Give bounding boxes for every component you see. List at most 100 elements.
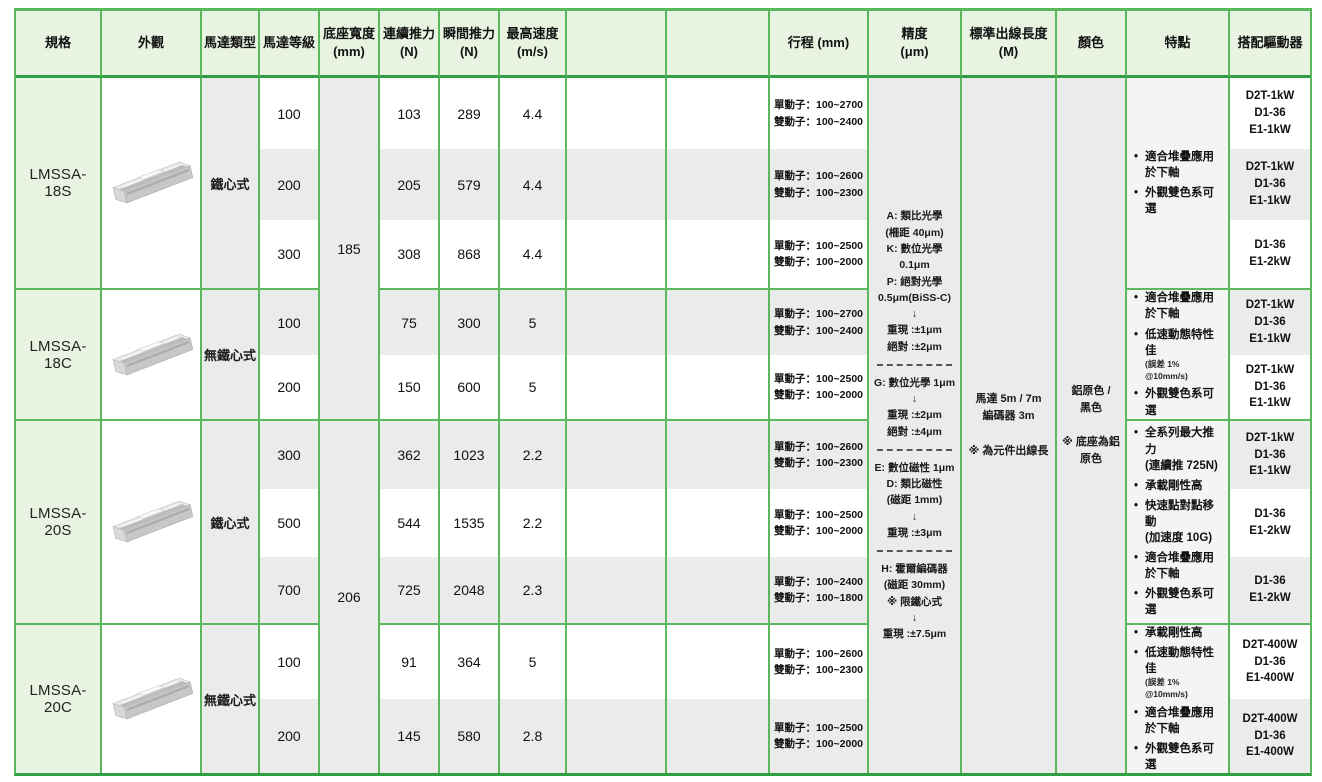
bullet-icon: • — [1134, 187, 1139, 199]
empty-cell — [567, 699, 667, 773]
empty-cell — [567, 220, 667, 290]
feature-note: (誤差 1% @10mm/s) — [1145, 358, 1188, 381]
motor-type-cell: 鐵心式 — [202, 78, 260, 290]
empty-cell — [667, 78, 770, 149]
grade-cell: 100 — [260, 625, 320, 699]
continuous-thrust-cell: 91 — [380, 625, 440, 699]
grade-cell: 100 — [260, 290, 320, 355]
precision-block-digital-optical: G: 數位光學 1μm ↓ 重現 :±2μm 絕對 :±4μm — [873, 376, 956, 438]
model-cell-lmssa-20c: LMSSA-20C — [16, 625, 102, 773]
bullet-icon: • — [1134, 588, 1139, 601]
continuous-thrust-cell: 362 — [380, 421, 440, 489]
feature-item: • 適合堆疊應用於下軸 — [1134, 290, 1224, 322]
bullet-icon: • — [1134, 427, 1139, 440]
empty-cell — [567, 149, 667, 220]
peak-thrust-cell: 289 — [440, 78, 500, 149]
empty-cell — [567, 557, 667, 625]
features-cell-lmssa-18c: • 適合堆疊應用於下軸 • 低速動態特性佳 (誤差 1% @10mm/s) • 外觀雙色… — [1127, 290, 1230, 421]
empty-cell — [667, 625, 770, 699]
empty-cell — [667, 355, 770, 421]
drives-cell: D2T-1kW D1-36 E1-1kW — [1230, 421, 1310, 489]
peak-thrust-cell: 868 — [440, 220, 500, 290]
peak-thrust-cell: 579 — [440, 149, 500, 220]
feature-subline: (連續推 725N) — [1145, 459, 1218, 472]
grade-cell: 700 — [260, 557, 320, 625]
peak-thrust-cell: 300 — [440, 290, 500, 355]
product-image-lmssa-20c — [110, 675, 196, 722]
stroke-cell: 單動子：100~2700 雙動子：100~2400 — [770, 78, 869, 149]
header-col-empty-2 — [667, 11, 770, 78]
bullet-icon: • — [1134, 499, 1139, 512]
empty-cell — [667, 220, 770, 290]
bullet-icon: • — [1134, 646, 1139, 659]
color-cell: 鋁原色 / 黑色 ※ 底座為鋁 原色 — [1057, 78, 1127, 773]
stroke-cell: 單動子：100~2600 雙動子：100~2300 — [770, 149, 869, 220]
empty-cell — [567, 355, 667, 421]
peak-thrust-cell: 2048 — [440, 557, 500, 625]
spec-table: 規格 外觀 馬達類型 馬達等級 底座寬度 (mm) 連續推力 (N) 瞬間推力 … — [14, 8, 1312, 776]
header-col-drives: 搭配驅動器 — [1230, 11, 1310, 78]
grade-cell: 100 — [260, 78, 320, 149]
continuous-thrust-cell: 145 — [380, 699, 440, 773]
continuous-thrust-cell: 544 — [380, 489, 440, 557]
stroke-cell: 單動子：100~2400 雙動子：100~1800 — [770, 557, 869, 625]
cable-length-cell: 馬達 5m / 7m 編碼器 3m ※ 為元件出線長 — [962, 78, 1057, 773]
feature-item: • 外觀雙色系可選 — [1134, 386, 1224, 418]
drives-cell: D2T-400W D1-36 E1-400W — [1230, 699, 1310, 773]
header-col-appearance: 外觀 — [102, 11, 202, 78]
features-cell-lmssa-20s: • 全系列最大推力 (連續推 725N) • 承載剛性高 • 快速點對點移動 (加速度 1… — [1127, 421, 1230, 625]
empty-cell — [667, 290, 770, 355]
dashed-divider — [877, 550, 952, 553]
peak-thrust-cell: 600 — [440, 355, 500, 421]
max-speed-cell: 4.4 — [500, 78, 567, 149]
appearance-cell-lmssa-20c — [102, 625, 202, 773]
drives-cell: D2T-1kW D1-36 E1-1kW — [1230, 355, 1310, 421]
bullet-icon: • — [1134, 292, 1139, 305]
bullet-icon: • — [1134, 706, 1139, 719]
feature-item: • 適合堆疊應用於下軸 — [1134, 705, 1224, 737]
appearance-cell-lmssa-18s — [102, 78, 202, 290]
empty-cell — [567, 290, 667, 355]
empty-cell — [667, 699, 770, 773]
feature-item: • 承載剛性高 — [1134, 478, 1203, 494]
product-image-lmssa-20s — [110, 498, 196, 545]
header-col-empty-1 — [567, 11, 667, 78]
precision-block-hall: H: 霍爾編碼器 (磁距 30mm) ※ 限鐵心式 ↓ 重現 :±7.5μm — [881, 563, 948, 641]
model-cell-lmssa-18s: LMSSA-18S — [16, 78, 102, 290]
peak-thrust-cell: 1023 — [440, 421, 500, 489]
feature-item: • 承載剛性高 — [1134, 625, 1203, 641]
header-col-motor-grade: 馬達等級 — [260, 11, 320, 78]
dashed-divider — [877, 448, 952, 451]
features-cell-lmssa-18s: • 適合堆疊應用於下軸 • 外觀雙色系可選 — [1127, 78, 1230, 290]
bullet-icon: • — [1134, 388, 1139, 401]
bullet-icon: • — [1134, 626, 1139, 639]
header-col-features: 特點 — [1127, 11, 1230, 78]
bullet-icon: • — [1134, 743, 1139, 756]
peak-thrust-cell: 1535 — [440, 489, 500, 557]
max-speed-cell: 5 — [500, 290, 567, 355]
peak-thrust-cell: 364 — [440, 625, 500, 699]
bullet-icon: • — [1134, 479, 1139, 492]
grade-cell: 200 — [260, 149, 320, 220]
feature-item: • 全系列最大推力 (連續推 725N) — [1134, 425, 1224, 473]
product-image-lmssa-18s — [110, 159, 196, 206]
feature-subline: (加速度 10G) — [1145, 532, 1213, 545]
motor-type-cell: 無鐵心式 — [202, 290, 260, 421]
max-speed-cell: 5 — [500, 625, 567, 699]
drives-cell: D2T-400W D1-36 E1-400W — [1230, 625, 1310, 699]
header-col-motor-type: 馬達類型 — [202, 11, 260, 78]
continuous-thrust-cell: 75 — [380, 290, 440, 355]
peak-thrust-cell: 580 — [440, 699, 500, 773]
header-col-color: 顏色 — [1057, 11, 1127, 78]
max-speed-cell: 2.2 — [500, 489, 567, 557]
precision-block-magnetic: E: 數位磁性 1μm D: 類比磁性 (磁距 1mm) ↓ 重現 :±3μm — [874, 461, 955, 539]
max-speed-cell: 2.8 — [500, 699, 567, 773]
header-col-peak-thrust: 瞬間推力 (N) — [440, 11, 500, 78]
stroke-cell: 單動子：100~2600 雙動子：100~2300 — [770, 625, 869, 699]
max-speed-cell: 2.2 — [500, 421, 567, 489]
max-speed-cell: 2.3 — [500, 557, 567, 625]
drives-cell: D1-36 E1-2kW — [1230, 220, 1310, 290]
stroke-cell: 單動子：100~2500 雙動子：100~2000 — [770, 220, 869, 290]
feature-item: • 低速動態特性佳 (誤差 1% @10mm/s) — [1134, 645, 1224, 701]
dashed-divider — [877, 363, 952, 366]
